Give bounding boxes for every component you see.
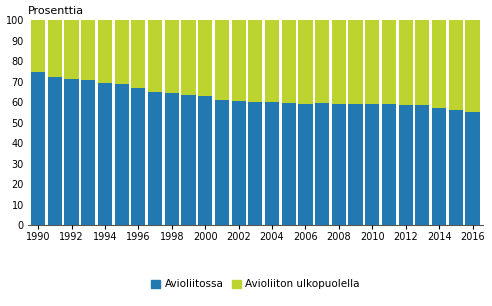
Bar (399, 20, 413, 105)
Bar (31, 20, 45, 72)
Bar (64, 20, 79, 79)
Bar (332, 104, 346, 225)
Bar (148, 91, 162, 225)
Bar (365, 20, 379, 104)
Bar (465, 20, 480, 112)
Bar (215, 20, 229, 99)
Bar (115, 20, 129, 84)
Bar (165, 20, 179, 93)
Bar (315, 103, 329, 225)
Bar (48, 76, 62, 225)
Bar (98, 83, 112, 225)
Bar (31, 72, 45, 225)
Bar (432, 108, 446, 225)
Bar (382, 20, 396, 104)
Bar (198, 96, 213, 225)
Bar (449, 20, 463, 110)
Legend: Avioliitossa, Avioliiton ulkopuolella: Avioliitossa, Avioliiton ulkopuolella (147, 275, 364, 294)
Bar (265, 103, 279, 225)
Bar (399, 105, 413, 225)
Bar (265, 20, 279, 103)
Bar (64, 79, 79, 225)
Bar (81, 80, 95, 225)
Bar (98, 20, 112, 83)
Bar (198, 20, 213, 96)
Bar (365, 104, 379, 225)
Bar (131, 20, 146, 88)
Bar (131, 88, 146, 225)
Bar (415, 106, 430, 225)
Bar (165, 93, 179, 225)
Bar (382, 104, 396, 225)
Bar (348, 104, 363, 225)
Bar (415, 20, 430, 106)
Bar (182, 20, 196, 95)
Bar (248, 102, 262, 225)
Bar (332, 20, 346, 104)
Bar (48, 20, 62, 76)
Bar (465, 112, 480, 225)
Bar (115, 84, 129, 225)
Bar (298, 104, 312, 225)
Bar (215, 99, 229, 225)
Bar (348, 20, 363, 104)
Bar (148, 20, 162, 91)
Bar (315, 20, 329, 103)
Bar (232, 101, 246, 225)
Bar (182, 95, 196, 225)
Bar (281, 103, 296, 225)
Bar (432, 20, 446, 108)
Bar (81, 20, 95, 80)
Bar (248, 20, 262, 102)
Bar (298, 20, 312, 104)
Text: Prosenttia: Prosenttia (28, 6, 84, 16)
Bar (449, 110, 463, 225)
Bar (232, 20, 246, 101)
Bar (281, 20, 296, 103)
